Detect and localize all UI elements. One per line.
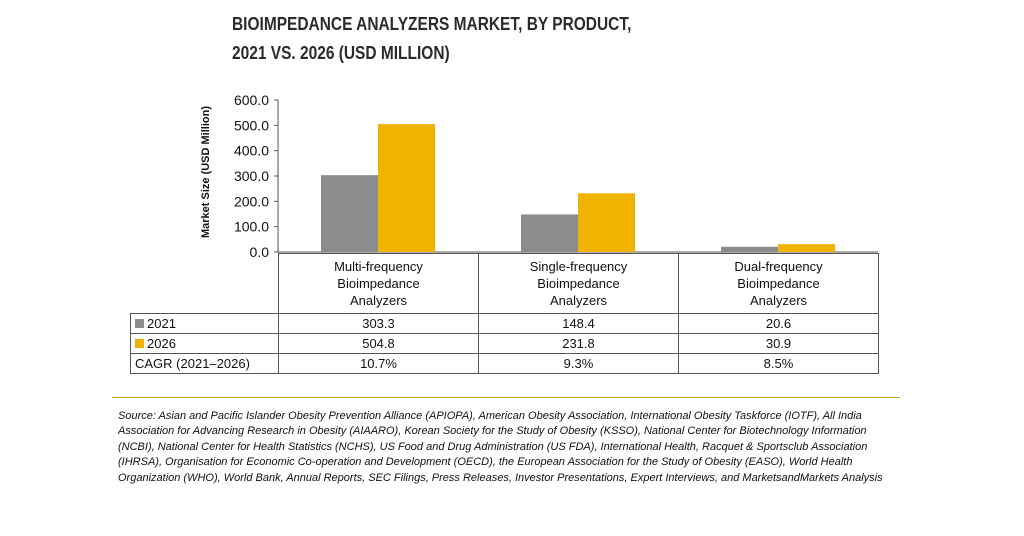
y-tick-label: 100.0	[234, 219, 269, 235]
category-line: Multi-frequency	[334, 259, 423, 274]
category-line: Bioimpedance	[337, 276, 420, 291]
data-label: 20.6	[678, 313, 879, 334]
category-label-dual-frequency: Dual-frequency Bioimpedance Analyzers	[678, 253, 879, 314]
category-label-single-frequency: Single-frequency Bioimpedance Analyzers	[478, 253, 679, 314]
y-tick-label: 400.0	[234, 143, 269, 159]
y-tick-label: 200.0	[234, 193, 269, 209]
table-corner	[130, 253, 279, 314]
y-tick-label: 600.0	[234, 92, 269, 108]
data-table: Multi-frequency Bioimpedance Analyzers S…	[130, 253, 879, 374]
y-tick-label: 300.0	[234, 168, 269, 184]
bar-2021-3	[721, 246, 778, 252]
data-label: 30.9	[678, 333, 879, 354]
category-line: Analyzers	[749, 293, 808, 308]
cagr-value: 8.5%	[678, 353, 879, 374]
chart-title-line-2: 2021 VS. 2026 (USD MILLION)	[232, 43, 450, 63]
table-row-cagr: CAGR (2021–2026) 10.7% 9.3% 8.5%	[130, 353, 879, 374]
cagr-value: 10.7%	[278, 353, 479, 374]
data-label: 231.8	[478, 333, 679, 354]
category-line: Analyzers	[549, 293, 608, 308]
data-label: 148.4	[478, 313, 679, 334]
category-row: Multi-frequency Bioimpedance Analyzers S…	[130, 253, 879, 314]
cagr-value: 9.3%	[478, 353, 679, 374]
legend-entry-2026: 2026	[130, 333, 279, 354]
table-row-2026: 2026 504.8 231.8 30.9	[130, 333, 879, 354]
series-name: 2026	[147, 336, 176, 351]
y-tick-label: 500.0	[234, 117, 269, 133]
legend-entry-2021: 2021	[130, 313, 279, 334]
bar-2021-1	[321, 175, 378, 252]
series-name: 2021	[147, 316, 176, 331]
bar-2026-2	[578, 193, 635, 252]
bars	[321, 124, 835, 252]
source-divider	[112, 397, 900, 398]
data-label: 303.3	[278, 313, 479, 334]
category-line: Dual-frequency	[734, 259, 823, 274]
source-note: Source: Asian and Pacific Islander Obesi…	[118, 410, 883, 484]
data-label: 504.8	[278, 333, 479, 354]
cagr-label: CAGR (2021–2026)	[130, 353, 279, 374]
category-line: Analyzers	[349, 293, 408, 308]
y-axis-label: Market Size (USD Million)	[200, 106, 212, 238]
category-line: Bioimpedance	[537, 276, 620, 291]
chart-title-line-1: BIOIMPEDANCE ANALYZERS MARKET, BY PRODUC…	[232, 14, 632, 34]
category-label-multi-frequency: Multi-frequency Bioimpedance Analyzers	[278, 253, 479, 314]
chart-title: BIOIMPEDANCE ANALYZERS MARKET, BY PRODUC…	[232, 10, 679, 68]
legend-swatch-2021	[135, 319, 144, 329]
bar-2026-1	[378, 124, 435, 252]
bar-2021-2	[521, 214, 578, 252]
legend-swatch-2026	[135, 339, 144, 349]
bar-2026-3	[778, 244, 835, 252]
category-line: Single-frequency	[529, 259, 628, 274]
category-line: Bioimpedance	[737, 276, 820, 291]
table-row-2021: 2021 303.3 148.4 20.6	[130, 313, 879, 334]
